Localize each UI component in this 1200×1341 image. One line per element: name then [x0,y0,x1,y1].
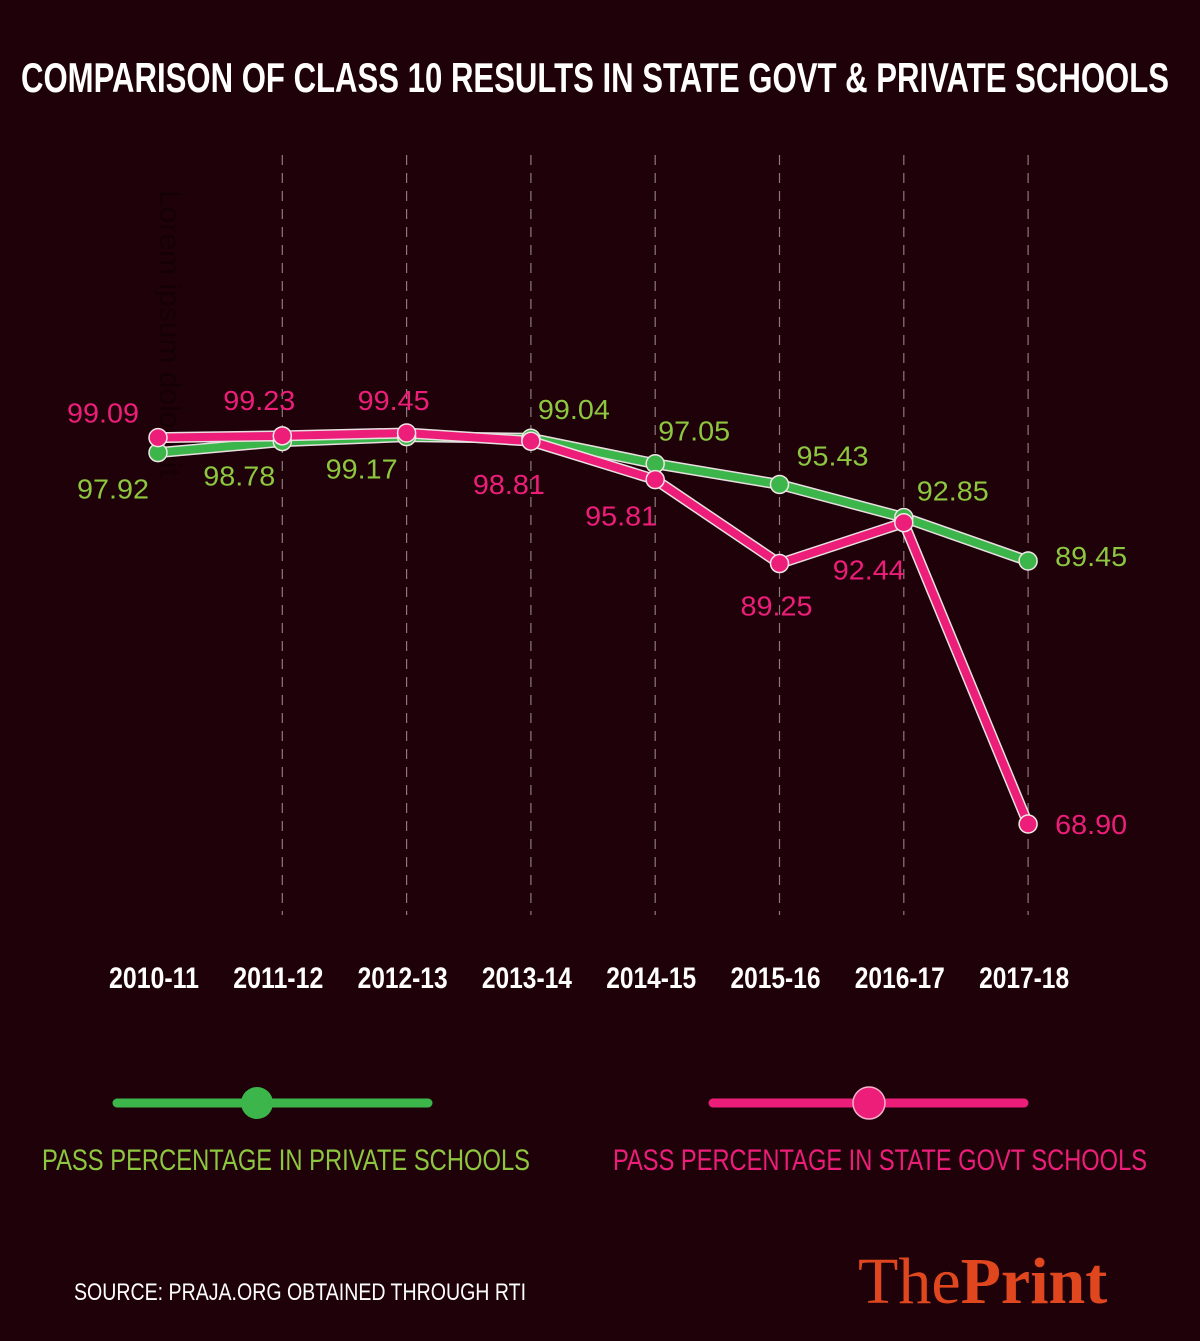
data-label-govt: 95.81 [585,501,657,532]
data-label-govt: 89.25 [741,591,813,622]
point-govt [148,427,168,448]
point-govt [272,426,293,446]
point-govt [645,469,665,490]
data-label-private: 97.05 [658,416,730,447]
data-label-private: 92.85 [917,475,989,506]
grid-lines [281,155,1029,915]
data-label-private: 98.78 [203,461,275,492]
theprint-logo: ThePrint [858,1245,1107,1318]
series-points [148,423,1038,834]
data-label-govt: 68.90 [1055,809,1127,840]
point-govt [894,512,914,533]
data-label-private: 97.92 [77,474,149,505]
data-label-private: 99.17 [326,454,398,485]
series-line-govt [157,429,1032,826]
point-govt [396,423,417,443]
point-govt [769,553,790,574]
data-label-govt: 99.45 [358,385,430,416]
legend-govt-marker [852,1086,886,1120]
data-label-govt: 98.81 [473,469,545,500]
data-labels: 97.92 98.78 99.17 99.04 97.05 95.43 92.85 89.45… [67,385,1127,840]
data-label-govt: 99.09 [67,398,139,429]
legend-private-marker [241,1087,273,1119]
legend: PASS PERCENTAGE IN PRIVATE SCHOOLS PASS … [42,1086,1147,1177]
chart-title: COMPARISON OF CLASS 10 RESULTS IN STATE … [21,54,1169,101]
x-tick-label: 2013-14 [482,962,572,995]
data-label-private: 95.43 [797,440,869,471]
x-tick-label: 2017-18 [979,962,1069,995]
point-govt [521,431,541,451]
logo-the: The [858,1245,961,1318]
data-label-govt: 99.23 [223,385,295,416]
x-tick-label: 2016-17 [855,962,945,995]
point-private [1018,551,1038,571]
point-private [769,474,790,495]
data-label-private: 99.04 [538,394,610,425]
logo-print: Print [961,1245,1108,1318]
x-tick-label: 2014-15 [606,962,696,995]
legend-private-label: PASS PERCENTAGE IN PRIVATE SCHOOLS [42,1144,530,1177]
series-lines [157,427,1034,827]
data-label-private: 89.45 [1055,541,1127,572]
source-note: SOURCE: PRAJA.ORG OBTAINED THROUGH RTI [74,1279,526,1306]
x-tick-label: 2010-11 [109,962,199,995]
x-tick-label: 2012-13 [358,962,448,995]
point-govt [1018,814,1038,834]
x-axis-ticks: 2010-11 2011-12 2012-13 2013-14 2014-15 2015-… [109,962,1069,995]
legend-govt-label: PASS PERCENTAGE IN STATE GOVT SCHOOLS [613,1144,1147,1177]
x-tick-label: 2015-16 [731,962,821,995]
data-label-govt: 92.44 [833,555,905,586]
x-tick-label: 2011-12 [233,962,323,995]
